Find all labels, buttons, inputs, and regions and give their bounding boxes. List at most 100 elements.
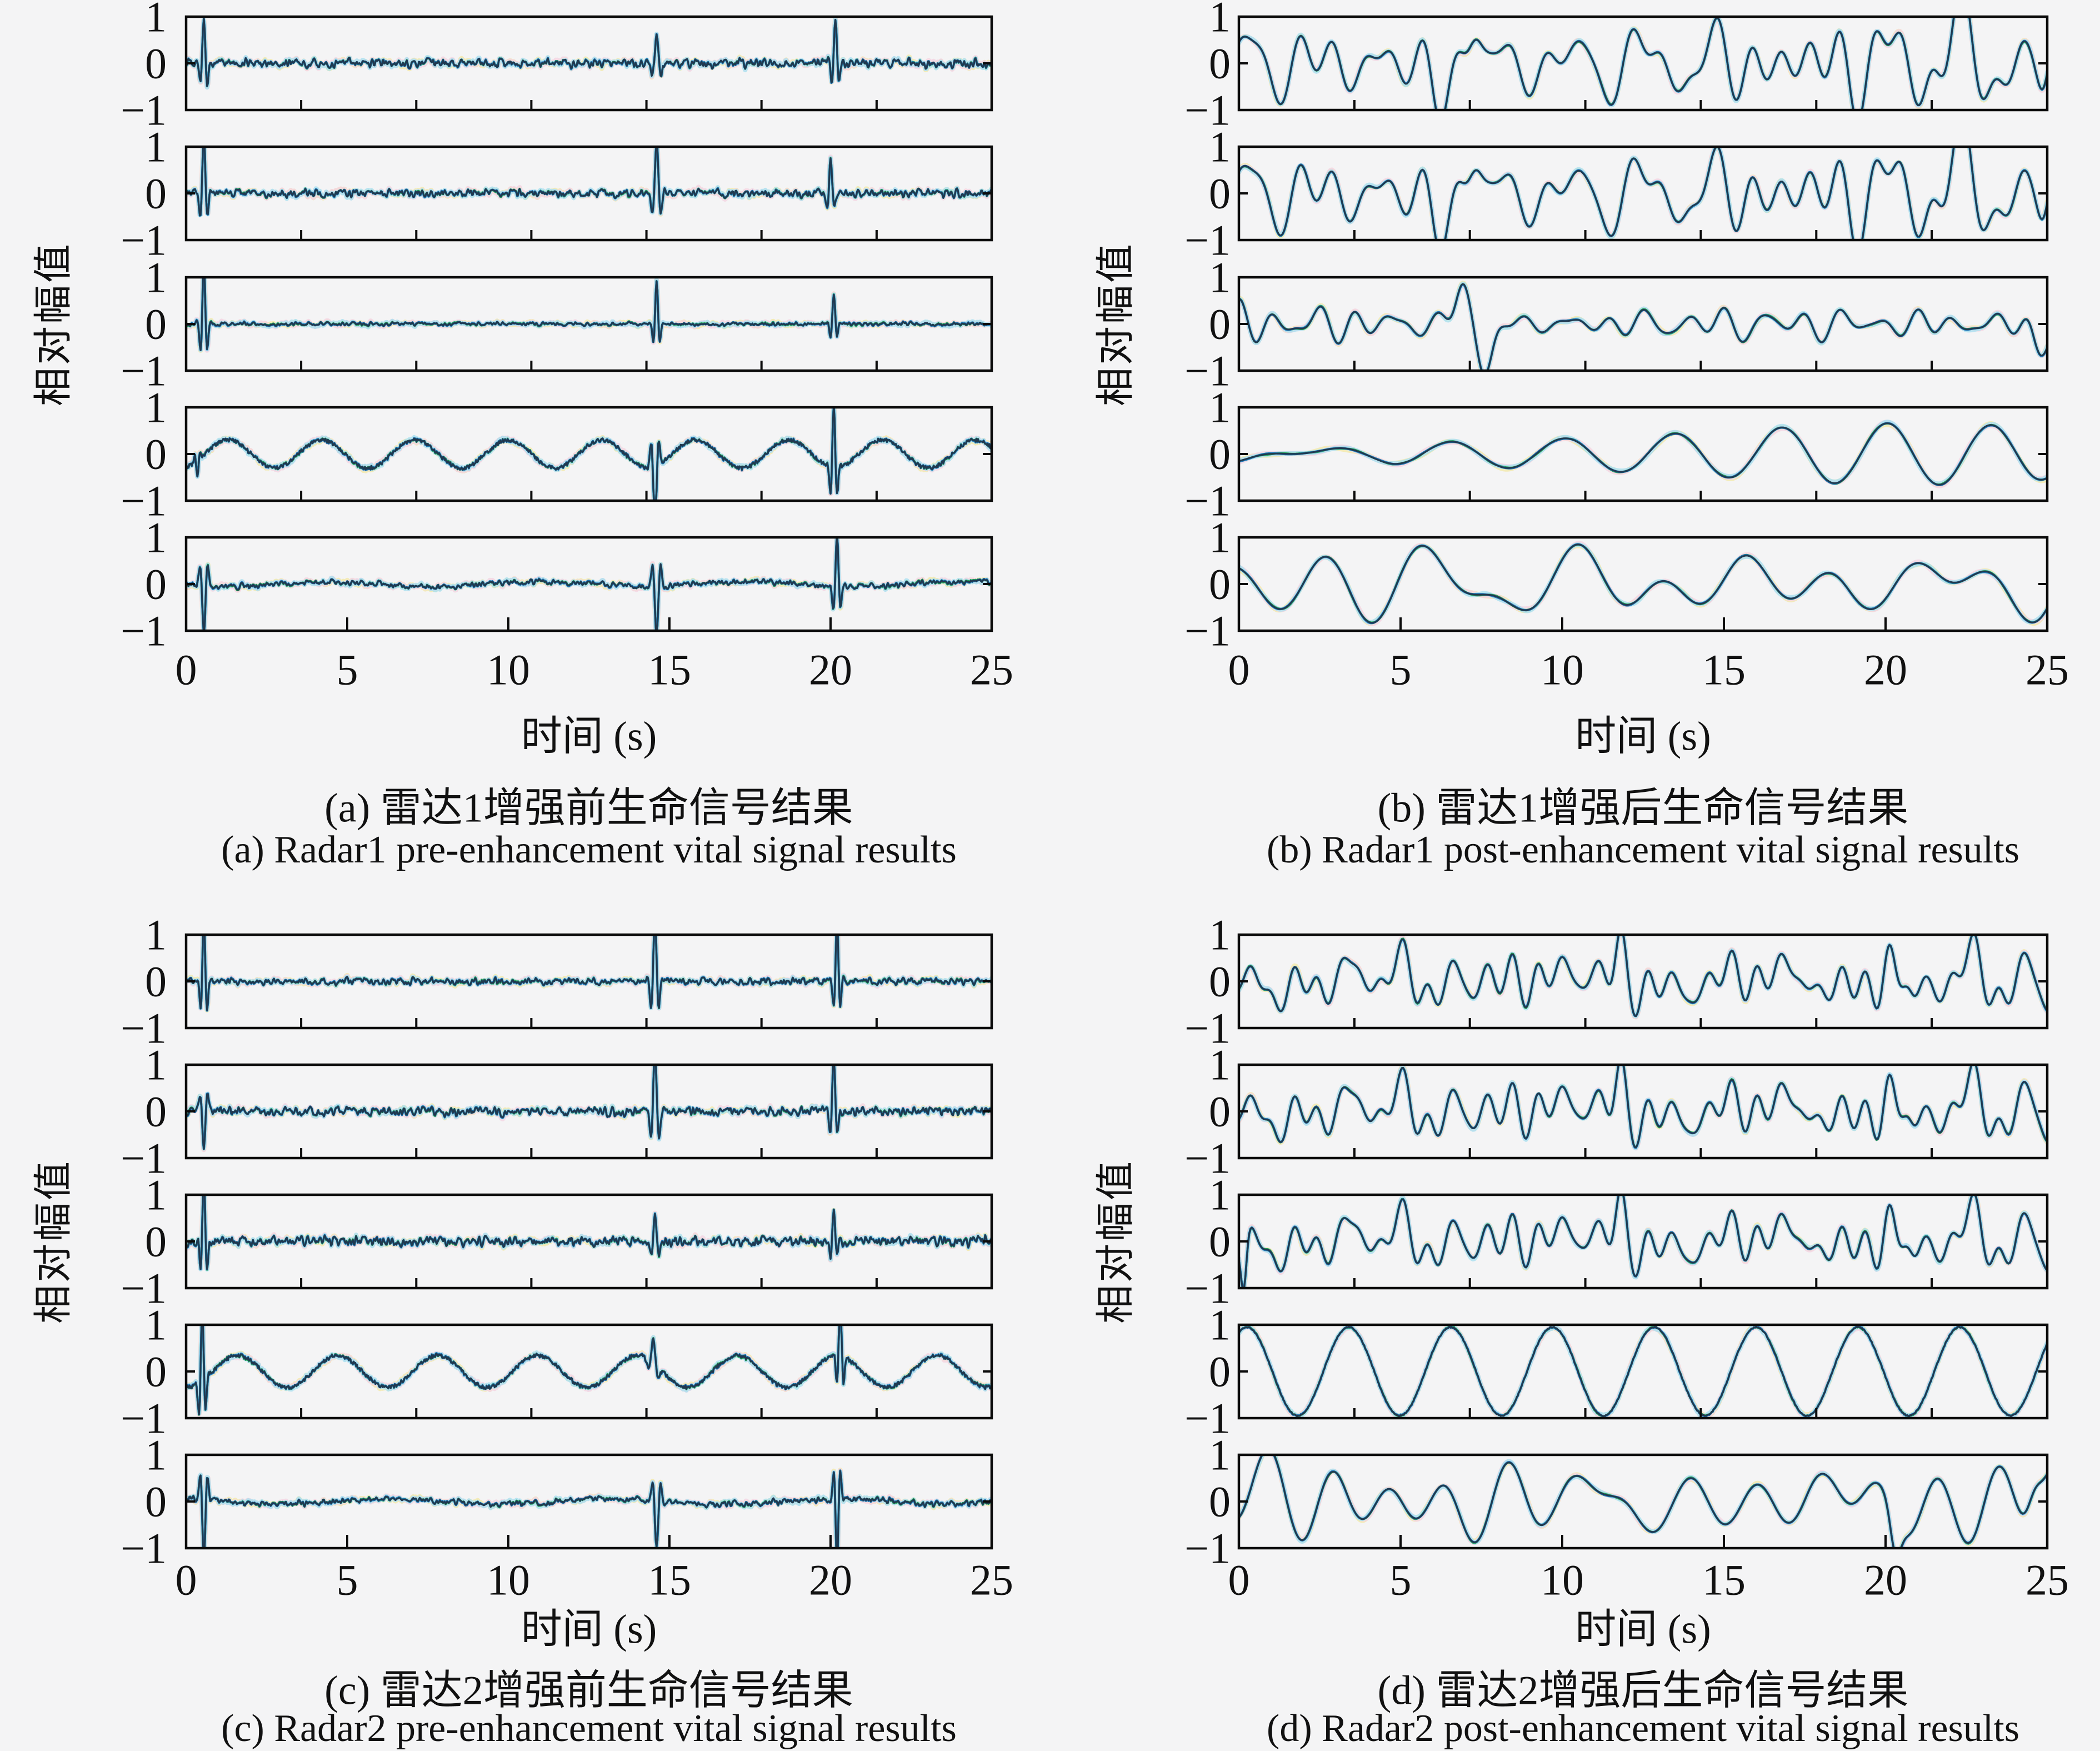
svg-text:−1: −1 xyxy=(121,1394,167,1443)
svg-text:15: 15 xyxy=(1702,646,1746,694)
panel-a-caption-en: (a) Radar1 pre-enhancement vital signal … xyxy=(221,829,957,871)
svg-text:5: 5 xyxy=(1390,1556,1412,1604)
svg-text:−1: −1 xyxy=(1184,1134,1231,1183)
panel-b-ylabel: 相对幅值 xyxy=(1094,241,1138,406)
svg-text:1: 1 xyxy=(1209,253,1231,302)
svg-text:10: 10 xyxy=(1541,1556,1584,1604)
svg-text:0: 0 xyxy=(1228,646,1250,694)
svg-text:0: 0 xyxy=(145,300,167,348)
panel-c-xlabel: 时间 (s) xyxy=(521,1607,657,1653)
svg-text:0: 0 xyxy=(1209,1478,1231,1526)
panel-b-caption-zh: (b) 雷达1增强后生命信号结果 xyxy=(1377,785,1909,831)
svg-text:20: 20 xyxy=(1864,1556,1907,1604)
svg-text:−1: −1 xyxy=(121,1004,167,1052)
svg-text:−1: −1 xyxy=(121,607,167,655)
panel-d-xlabel: 时间 (s) xyxy=(1575,1607,1711,1653)
svg-text:0: 0 xyxy=(176,1556,197,1604)
svg-text:1: 1 xyxy=(1209,1431,1231,1479)
panel-d-caption-en: (d) Radar2 post-enhancement vital signal… xyxy=(1267,1707,2019,1750)
svg-text:0: 0 xyxy=(1209,39,1231,88)
svg-text:10: 10 xyxy=(1541,646,1584,694)
panel-d-plot: 10−110−110−110−110−10 5 10 15 20 25 xyxy=(1184,911,2069,1604)
panel-d: 1 0 −1 1 0 −1 1 0 −1 1 0 −1 1 0 −1 0 5 10 15 20 25 相对幅值 时间 (… xyxy=(1050,874,2100,1750)
svg-text:0: 0 xyxy=(1209,560,1231,608)
svg-text:0: 0 xyxy=(1209,430,1231,478)
svg-text:1: 1 xyxy=(145,1171,167,1219)
svg-text:20: 20 xyxy=(809,646,852,694)
svg-text:1: 1 xyxy=(1209,911,1231,959)
svg-text:0: 0 xyxy=(145,169,167,218)
svg-text:−1: −1 xyxy=(121,477,167,525)
svg-text:1: 1 xyxy=(145,1301,167,1349)
svg-text:0: 0 xyxy=(145,430,167,478)
svg-text:1: 1 xyxy=(145,0,167,41)
svg-text:25: 25 xyxy=(2026,646,2069,694)
svg-text:25: 25 xyxy=(970,646,1013,694)
svg-text:−1: −1 xyxy=(121,1134,167,1183)
svg-text:1: 1 xyxy=(1209,1041,1231,1089)
svg-text:1: 1 xyxy=(1209,123,1231,171)
svg-text:−1: −1 xyxy=(1184,1394,1231,1443)
panel-d-ylabel: 相对幅值 xyxy=(1094,1159,1138,1324)
panel-a-caption-zh: (a) 雷达1增强前生命信号结果 xyxy=(324,785,853,831)
svg-text:−1: −1 xyxy=(1184,216,1231,265)
svg-text:0: 0 xyxy=(1209,300,1231,348)
svg-text:0: 0 xyxy=(145,1218,167,1266)
svg-text:−1: −1 xyxy=(121,1264,167,1313)
svg-text:15: 15 xyxy=(648,1556,691,1604)
svg-text:0: 0 xyxy=(1209,1087,1231,1136)
svg-text:20: 20 xyxy=(809,1556,852,1604)
svg-text:−1: −1 xyxy=(1184,607,1231,655)
svg-text:1: 1 xyxy=(145,911,167,959)
panel-c-ylabel: 相对幅值 xyxy=(32,1159,76,1324)
svg-text:20: 20 xyxy=(1864,646,1907,694)
svg-text:5: 5 xyxy=(337,646,358,694)
panel-b: 1 0 −1 1 0 −1 1 0 −1 1 0 −1 1 0 −1 0 5 10 15 20 25 相对幅值 时间 (… xyxy=(1050,0,2100,874)
svg-text:−1: −1 xyxy=(1184,1524,1231,1573)
svg-text:0: 0 xyxy=(145,39,167,88)
svg-text:−1: −1 xyxy=(121,216,167,265)
svg-text:0: 0 xyxy=(1228,1556,1250,1604)
svg-text:1: 1 xyxy=(145,1041,167,1089)
svg-text:1: 1 xyxy=(145,1431,167,1479)
svg-text:0: 0 xyxy=(1209,1218,1231,1266)
svg-text:5: 5 xyxy=(1390,646,1412,694)
svg-text:−1: −1 xyxy=(1184,477,1231,525)
svg-text:15: 15 xyxy=(648,646,691,694)
svg-text:−1: −1 xyxy=(1184,347,1231,395)
panel-c: 1 0 −1 1 0 −1 1 0 −1 1 0 −1 1 0 −1 0 5 10 15 20 25 相对幅值 时间 (… xyxy=(0,874,1050,1750)
panel-d-caption-zh: (d) 雷达2增强后生命信号结果 xyxy=(1377,1668,1909,1714)
svg-text:−1: −1 xyxy=(121,347,167,395)
svg-text:1: 1 xyxy=(1209,513,1231,562)
svg-text:0: 0 xyxy=(1209,957,1231,1006)
svg-text:1: 1 xyxy=(1209,1171,1231,1219)
svg-text:0: 0 xyxy=(1209,1348,1231,1396)
svg-text:25: 25 xyxy=(2026,1556,2069,1604)
svg-text:−1: −1 xyxy=(1184,1264,1231,1313)
svg-text:0: 0 xyxy=(145,1348,167,1396)
svg-text:1: 1 xyxy=(145,513,167,562)
panel-c-caption-en: (c) Radar2 pre-enhancement vital signal … xyxy=(221,1707,957,1750)
panel-b-caption-en: (b) Radar1 post-enhancement vital signal… xyxy=(1267,829,2019,871)
svg-text:15: 15 xyxy=(1702,1556,1746,1604)
svg-text:−1: −1 xyxy=(1184,86,1231,134)
panel-a: 1 0 −1 1 0 −1 1 0 −1 1 0 −1 1 0 −1 0 5 10 15 20 25 相对幅值 时间 (… xyxy=(0,0,1050,874)
svg-text:5: 5 xyxy=(337,1556,358,1604)
svg-text:1: 1 xyxy=(1209,1301,1231,1349)
svg-text:1: 1 xyxy=(145,383,167,432)
svg-text:1: 1 xyxy=(1209,0,1231,41)
svg-text:0: 0 xyxy=(1209,169,1231,218)
svg-text:1: 1 xyxy=(145,253,167,302)
svg-text:0: 0 xyxy=(145,1087,167,1136)
panel-a-plot: 10−110−110−110−110−10 5 10 15 20 25 xyxy=(121,0,1013,694)
svg-text:−1: −1 xyxy=(121,1524,167,1573)
svg-text:1: 1 xyxy=(1209,383,1231,432)
svg-text:25: 25 xyxy=(970,1556,1013,1604)
panel-b-xlabel: 时间 (s) xyxy=(1575,714,1711,760)
svg-text:−1: −1 xyxy=(121,86,167,134)
panel-c-caption-zh: (c) 雷达2增强前生命信号结果 xyxy=(324,1668,853,1714)
panel-c-plot: 10−110−110−110−110−10 5 10 15 20 25 xyxy=(121,911,1013,1604)
svg-text:10: 10 xyxy=(487,1556,530,1604)
svg-text:0: 0 xyxy=(145,957,167,1006)
